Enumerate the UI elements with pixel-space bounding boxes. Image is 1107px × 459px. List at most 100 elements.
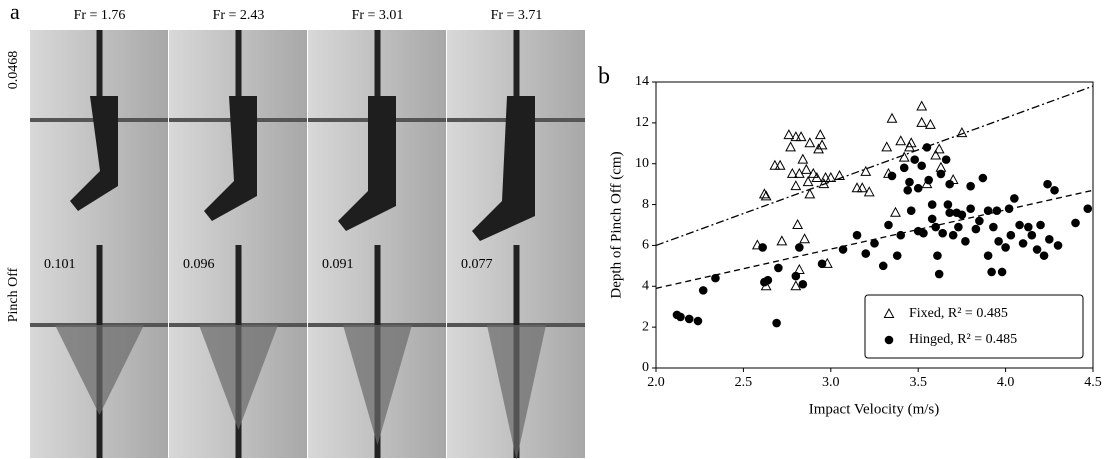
point xyxy=(774,263,783,273)
point xyxy=(1015,220,1024,230)
body xyxy=(338,96,396,231)
point xyxy=(792,218,804,229)
point xyxy=(961,237,970,246)
point xyxy=(783,129,795,140)
point xyxy=(684,314,694,324)
point xyxy=(886,112,898,123)
point xyxy=(1004,204,1014,213)
point xyxy=(776,235,788,246)
time-label: 0.077 xyxy=(461,257,493,272)
point xyxy=(804,188,816,199)
time-label: 0.101 xyxy=(44,257,76,272)
point xyxy=(795,131,807,142)
point xyxy=(966,204,975,213)
panel-label: a xyxy=(10,0,20,24)
point xyxy=(934,269,944,279)
point xyxy=(919,228,928,238)
point xyxy=(1083,204,1093,213)
point xyxy=(1039,251,1049,260)
row-label: Pinch Off xyxy=(6,267,21,322)
point xyxy=(905,137,917,148)
legend-label: Hinged, R² = 0.485 xyxy=(909,332,1017,347)
point xyxy=(804,137,816,148)
legend-label: Fixed, R² = 0.485 xyxy=(909,306,1008,321)
point xyxy=(852,230,862,240)
y-tick-label: 12 xyxy=(635,115,649,130)
point xyxy=(931,222,940,232)
point xyxy=(917,161,926,171)
panel-label: b xyxy=(598,64,610,90)
point xyxy=(957,210,967,220)
point xyxy=(1036,220,1045,230)
point xyxy=(956,127,968,138)
y-tick-label: 8 xyxy=(642,197,649,212)
column-label: Fr = 3.01 xyxy=(352,8,404,23)
point xyxy=(838,245,848,254)
point xyxy=(811,171,823,183)
point xyxy=(983,251,993,260)
trend-line xyxy=(655,85,1094,247)
point xyxy=(975,216,984,226)
point xyxy=(693,316,703,326)
legend-marker xyxy=(884,335,894,345)
point xyxy=(825,171,837,183)
point xyxy=(816,139,828,150)
point xyxy=(987,267,996,277)
x-tick-label: 3.5 xyxy=(909,375,927,390)
point xyxy=(774,159,786,170)
point xyxy=(1010,194,1019,203)
column-label: Fr = 2.43 xyxy=(213,8,265,23)
y-tick-label: 10 xyxy=(635,156,649,171)
column-label: Fr = 1.76 xyxy=(74,8,126,23)
panel-b: b Impact Velocity (m/s) Depth of Pinch O… xyxy=(598,64,1102,418)
body xyxy=(472,96,535,241)
point xyxy=(790,131,802,142)
cavity xyxy=(199,325,278,430)
point xyxy=(933,251,942,260)
point xyxy=(903,185,913,195)
y-tick-label: 0 xyxy=(642,360,649,375)
point xyxy=(997,267,1007,277)
point xyxy=(936,169,946,179)
point xyxy=(800,163,812,174)
point xyxy=(916,116,928,127)
point xyxy=(887,171,897,181)
plot-frame xyxy=(655,81,1094,369)
point xyxy=(1024,222,1033,232)
point xyxy=(763,275,773,285)
point xyxy=(807,167,819,178)
point xyxy=(791,271,801,281)
cavity xyxy=(487,325,546,459)
point xyxy=(913,183,923,193)
rod xyxy=(374,30,381,100)
point xyxy=(930,149,942,160)
y-tick-label: 6 xyxy=(642,238,649,253)
point xyxy=(924,118,936,129)
point xyxy=(820,171,831,183)
point xyxy=(1001,243,1010,252)
x-tick-label: 3.0 xyxy=(822,375,840,390)
point xyxy=(1006,230,1016,240)
point xyxy=(785,141,797,152)
point xyxy=(851,182,863,193)
point xyxy=(799,233,811,244)
point xyxy=(834,169,845,180)
point xyxy=(818,178,830,189)
point xyxy=(1032,245,1042,254)
point xyxy=(916,100,928,111)
point xyxy=(817,259,827,269)
x-tick-label: 2.5 xyxy=(735,375,753,390)
point xyxy=(698,286,708,295)
point xyxy=(790,280,802,291)
point xyxy=(758,188,770,199)
point xyxy=(1018,239,1028,248)
x-axis-label: Impact Velocity (m/s) xyxy=(809,401,940,417)
point xyxy=(994,237,1003,246)
point xyxy=(927,200,937,209)
point xyxy=(772,318,781,328)
point xyxy=(1027,230,1037,240)
point xyxy=(927,214,937,224)
point xyxy=(870,239,879,248)
point xyxy=(906,206,916,215)
point xyxy=(922,143,932,152)
